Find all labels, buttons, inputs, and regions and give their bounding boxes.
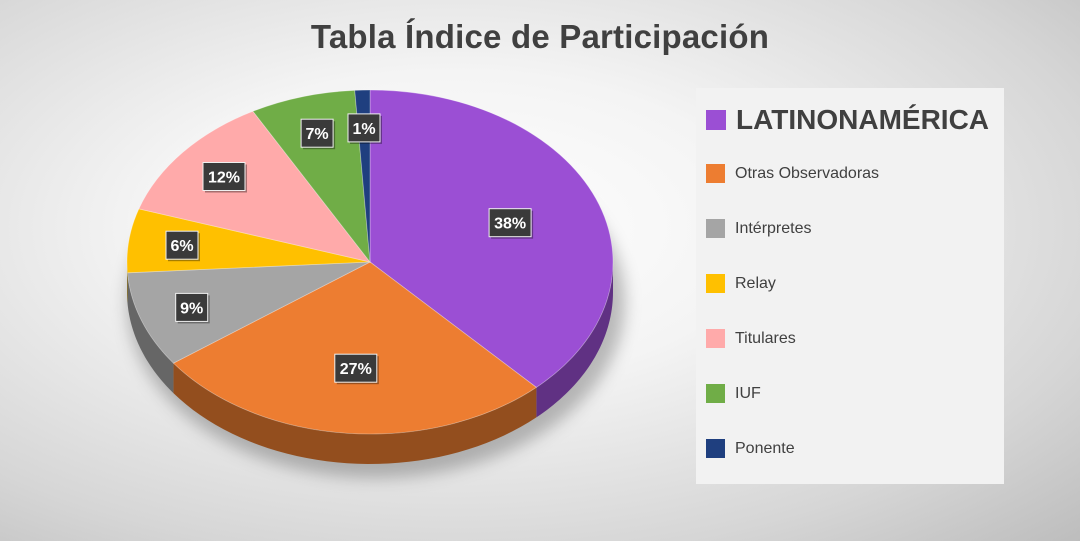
data-label-4: 12% — [202, 162, 247, 193]
pie-slice-1 — [172, 261, 538, 435]
data-label-text-0: 38% — [494, 216, 526, 233]
data-label-2: 9% — [175, 292, 210, 324]
data-label-1: 27% — [334, 353, 379, 385]
legend-swatch-1 — [706, 164, 725, 183]
pie-data-labels: 38% 27% 9% 6% 12% 7% 1% — [165, 113, 534, 385]
legend-swatch-6 — [706, 439, 725, 458]
data-label-text-4: 12% — [208, 170, 240, 187]
legend-label-2: Intérpretes — [735, 219, 812, 237]
pie-slice-2 — [127, 261, 371, 364]
legend-label-1: Otras Observadoras — [735, 164, 880, 182]
legend-swatch-0 — [706, 110, 726, 130]
data-label-text-3: 6% — [170, 238, 193, 255]
pie-slice-4 — [138, 110, 372, 263]
legend-item-6: Ponente — [706, 439, 795, 458]
legend-label-5: IUF — [735, 384, 761, 402]
legend-item-0: LATINONAMÉRICA — [706, 104, 989, 136]
legend-item-3: Relay — [706, 274, 776, 293]
data-label-text-2: 9% — [180, 300, 203, 317]
pie-slice-0 — [369, 89, 614, 388]
legend-label-0: LATINONAMÉRICA — [736, 104, 990, 135]
legend-label-3: Relay — [735, 274, 776, 292]
data-label-text-1: 27% — [340, 361, 372, 378]
legend-item-1: Otras Observadoras — [706, 164, 879, 183]
legend-swatch-3 — [706, 274, 725, 293]
chart-legend: LATINONAMÉRICA Otras Observadoras Intérpre… — [696, 88, 1004, 484]
data-label-text-5: 7% — [306, 126, 329, 143]
pie-side-walls — [127, 262, 613, 464]
data-label-3: 6% — [165, 230, 200, 262]
legend-swatch-4 — [706, 329, 725, 348]
legend-item-4: Titulares — [706, 329, 796, 348]
pie-slices — [126, 89, 614, 435]
legend-swatch-5 — [706, 384, 725, 403]
legend-label-6: Ponente — [735, 439, 795, 457]
legend-item-5: IUF — [706, 384, 761, 403]
pie-side-1 — [173, 363, 537, 464]
pie-chart: 38% 27% 9% 6% 12% 7% 1% — [126, 89, 625, 478]
chart-title: Tabla Índice de Participación — [310, 18, 770, 55]
pie-side-2 — [127, 272, 174, 394]
data-label-6: 1% — [347, 113, 382, 144]
pie-side-0 — [536, 262, 613, 418]
pie-slice-5 — [252, 89, 371, 264]
data-label-5: 7% — [300, 118, 336, 150]
data-label-text-6: 1% — [352, 121, 375, 138]
legend-item-2: Intérpretes — [706, 219, 811, 238]
legend-label-4: Titulares — [735, 329, 796, 347]
data-label-0: 38% — [488, 208, 534, 239]
legend-swatch-2 — [706, 219, 725, 238]
